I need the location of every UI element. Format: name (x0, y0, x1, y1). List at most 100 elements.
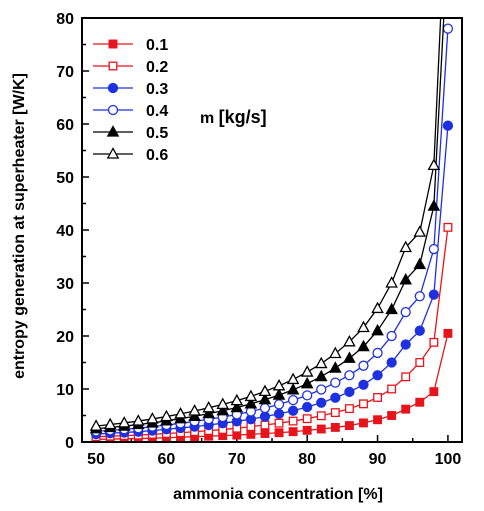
data-point (427, 199, 441, 211)
data-point (344, 421, 354, 431)
data-point (343, 351, 356, 363)
data-point (359, 399, 368, 409)
data-point (216, 397, 230, 410)
data-point (288, 427, 298, 437)
data-point (385, 302, 398, 315)
y-tick-label: 0 (65, 435, 74, 452)
data-point (344, 386, 355, 398)
x-tick-label: 90 (369, 451, 387, 468)
y-tick-label: 50 (56, 170, 74, 187)
data-point (330, 422, 340, 432)
data-point (385, 276, 398, 288)
data-point (272, 378, 286, 391)
data-point (273, 399, 285, 410)
data-point (316, 424, 326, 434)
legend-entry: 0.1 (93, 37, 168, 54)
data-point (202, 406, 215, 419)
data-point (316, 411, 326, 421)
data-point (272, 388, 286, 400)
legend-label: 0.3 (146, 81, 168, 98)
data-point (371, 301, 384, 314)
data-point (428, 243, 440, 255)
data-point (373, 393, 383, 402)
y-tick-label: 20 (56, 329, 74, 346)
legend-marker (107, 104, 119, 116)
y-tick-label: 70 (56, 64, 74, 81)
data-point (357, 339, 370, 352)
legend-title: m [kg/s] (200, 107, 267, 127)
data-point (230, 393, 244, 406)
legend-marker (108, 39, 118, 49)
data-point (399, 272, 413, 285)
data-point (330, 377, 341, 388)
data-point (399, 240, 413, 253)
series-layer (89, 18, 454, 442)
x-tick-label: 50 (87, 451, 105, 468)
data-point (386, 330, 397, 342)
data-point (413, 225, 427, 237)
data-point (414, 291, 425, 302)
data-point (429, 387, 439, 397)
data-point (288, 416, 298, 426)
data-point (174, 407, 187, 419)
data-point (103, 417, 117, 430)
x-tick-label: 60 (158, 451, 176, 468)
data-point (258, 392, 272, 405)
data-point (373, 415, 383, 425)
data-point (387, 411, 397, 420)
legend-entry: 0.4 (93, 103, 168, 120)
legend-label: 0.2 (146, 59, 168, 76)
data-point (117, 416, 131, 428)
data-point (300, 365, 314, 377)
data-point (372, 347, 383, 359)
data-point (287, 405, 299, 416)
data-point (415, 397, 425, 407)
data-point (344, 370, 355, 381)
data-point (413, 257, 427, 270)
data-point (359, 418, 368, 428)
y-tick-label: 60 (56, 117, 74, 134)
data-point (300, 376, 314, 389)
data-point (316, 384, 327, 395)
data-point (428, 289, 440, 300)
data-point (188, 404, 201, 416)
axis-ticks: 50 60 70 80 90 100 0 10 20 30 40 50 60 70 80 (56, 11, 461, 468)
data-point (89, 419, 103, 431)
series-0.3 (90, 120, 454, 440)
data-point (358, 379, 369, 390)
data-point (442, 23, 454, 34)
data-point (442, 120, 454, 131)
data-point (429, 337, 439, 347)
data-point (415, 358, 425, 367)
data-point (246, 429, 256, 439)
data-point (286, 372, 300, 385)
data-point (286, 382, 300, 395)
data-point (427, 158, 441, 170)
data-point (131, 414, 145, 426)
data-point (358, 360, 369, 371)
legend-label: 0.6 (146, 147, 168, 164)
data-point (443, 328, 453, 338)
y-tick-label: 30 (56, 276, 74, 293)
x-tick-label: 100 (435, 451, 462, 468)
legend-label: 0.1 (146, 37, 168, 54)
x-tick-label: 80 (298, 451, 316, 468)
x-tick-label: 70 (228, 451, 246, 468)
data-point (414, 325, 425, 336)
data-point (401, 404, 411, 414)
data-point (400, 306, 411, 318)
data-point (387, 384, 397, 394)
data-point (160, 409, 173, 422)
data-point (302, 401, 313, 413)
series-0.2 (91, 222, 453, 442)
data-point (258, 384, 272, 397)
legend-entry: 0.5 (93, 125, 168, 142)
data-point (316, 397, 327, 408)
data-point (302, 390, 313, 401)
data-point (329, 346, 342, 359)
y-axis-label: entropy generation at superheater [W/K] (11, 73, 28, 379)
data-point (259, 411, 271, 422)
data-point (259, 402, 271, 414)
data-point (302, 425, 312, 435)
data-point (329, 361, 342, 373)
